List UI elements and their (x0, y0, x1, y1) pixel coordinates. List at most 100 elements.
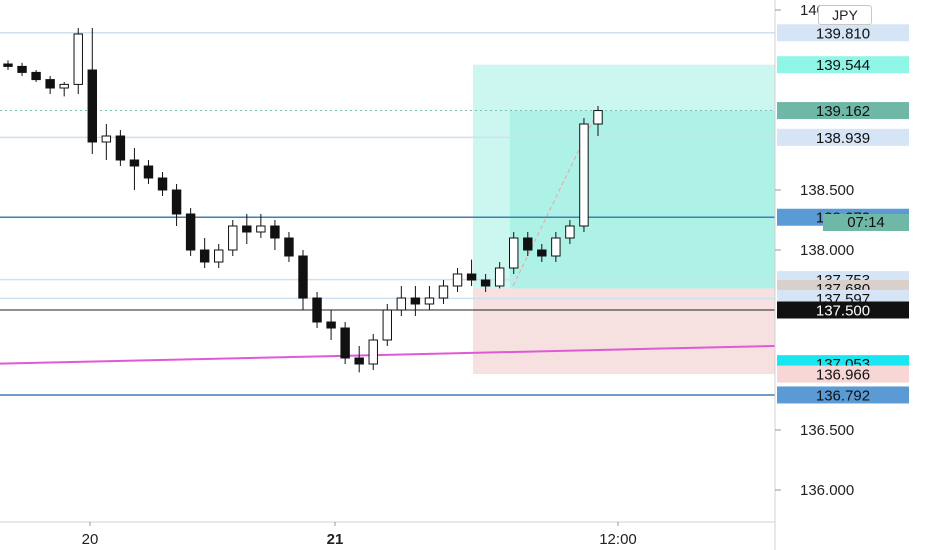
price-tag[interactable]: 138.939 (777, 128, 909, 147)
candle (157, 172, 168, 196)
candle (101, 124, 112, 160)
candle-body (171, 189, 182, 215)
candle-body (185, 213, 196, 251)
candle (410, 286, 421, 316)
candle-body (199, 249, 210, 263)
candle (45, 76, 55, 94)
candlestick-series (3, 28, 603, 373)
price-tag-label: 136.792 (816, 387, 870, 404)
time-axis-label: 20 (82, 531, 99, 548)
price-tag-background[interactable] (777, 102, 909, 120)
candle (3, 60, 13, 70)
candle-body (87, 69, 97, 143)
time-axis-label: 21 (327, 531, 344, 548)
axis-tick-label: 138.000 (800, 242, 854, 259)
price-tag[interactable]: 139.162 (777, 102, 909, 120)
candle-body (143, 165, 154, 179)
candle-body (101, 135, 112, 143)
candle-body (523, 237, 533, 251)
candle (115, 130, 126, 166)
candle (537, 244, 547, 262)
candle-body (157, 177, 168, 191)
candle (199, 238, 210, 268)
candle (480, 274, 491, 292)
candle (509, 232, 519, 274)
candle (593, 106, 603, 136)
price-axis[interactable]: 141.000140.500140.000138.500138.000136.5… (774, 0, 932, 550)
candle (31, 70, 41, 82)
position-stop-zone[interactable] (473, 288, 775, 375)
candle (59, 82, 69, 97)
candle (298, 250, 308, 310)
candle (438, 280, 449, 304)
price-tag[interactable]: 136.966 (777, 365, 909, 384)
candle (17, 62, 27, 76)
candle (270, 220, 280, 250)
candle (256, 214, 266, 238)
candle-body (270, 225, 280, 239)
candle-body (438, 285, 449, 299)
candle (242, 214, 252, 244)
candle (185, 208, 196, 256)
candle (452, 268, 463, 292)
candle-body (494, 267, 505, 287)
candle (565, 220, 575, 244)
candle-body (537, 249, 547, 257)
candle-body (579, 123, 589, 227)
candle-body (3, 63, 13, 67)
price-tag-label: 139.162 (816, 103, 870, 120)
candle (494, 262, 505, 289)
candle-body (242, 225, 252, 233)
axis-tick-label: 136.000 (800, 482, 854, 499)
candle-body (17, 65, 27, 73)
candle-body (326, 321, 336, 329)
price-tag[interactable]: 139.544 (777, 56, 909, 74)
price-tag-background[interactable] (777, 365, 909, 383)
price-tag-background[interactable] (777, 128, 909, 146)
candle-body (368, 339, 378, 365)
price-tag[interactable]: 139.810 (777, 24, 909, 42)
price-tag-background[interactable] (777, 24, 909, 42)
candle-body (466, 273, 477, 281)
candle-body (565, 225, 575, 239)
candle-body (73, 33, 83, 85)
candle-body (59, 83, 69, 89)
candle-body (115, 135, 126, 161)
candle (368, 334, 378, 370)
candle (579, 118, 589, 232)
candle-body (551, 237, 561, 257)
price-tag-background[interactable] (777, 386, 909, 404)
candle-body (312, 297, 322, 323)
candle-body (410, 297, 421, 305)
position-tool-zones[interactable] (473, 64, 775, 375)
candle-body (298, 255, 308, 299)
candle (326, 310, 336, 340)
price-tag-background[interactable] (777, 301, 909, 319)
candle-body (509, 237, 519, 269)
candle (171, 184, 182, 226)
price-tag-label: 136.966 (816, 367, 870, 384)
candle (214, 244, 224, 268)
price-tag-label: 137.500 (816, 303, 870, 320)
candle-body (354, 357, 364, 365)
price-tag-background[interactable] (777, 56, 909, 74)
candle-body (256, 225, 266, 233)
candle (354, 346, 364, 373)
candle-body (396, 297, 407, 311)
axis-tick-label: 138.500 (800, 182, 854, 199)
candle (382, 304, 393, 346)
axis-tick-label: 136.500 (800, 422, 854, 439)
candle (143, 160, 154, 184)
time-axis[interactable]: 20 21 12:00 (0, 521, 775, 548)
currency-badge[interactable]: JPY (818, 5, 872, 25)
price-tag-label: 139.810 (816, 25, 870, 42)
candle (523, 232, 533, 256)
price-tag[interactable]: 137.500 (777, 301, 909, 320)
moving-average-line[interactable] (0, 345, 776, 365)
price-tag[interactable]: 136.792 (777, 386, 909, 404)
candle-body (31, 71, 41, 81)
candle (228, 220, 238, 256)
candle-body (228, 225, 238, 251)
